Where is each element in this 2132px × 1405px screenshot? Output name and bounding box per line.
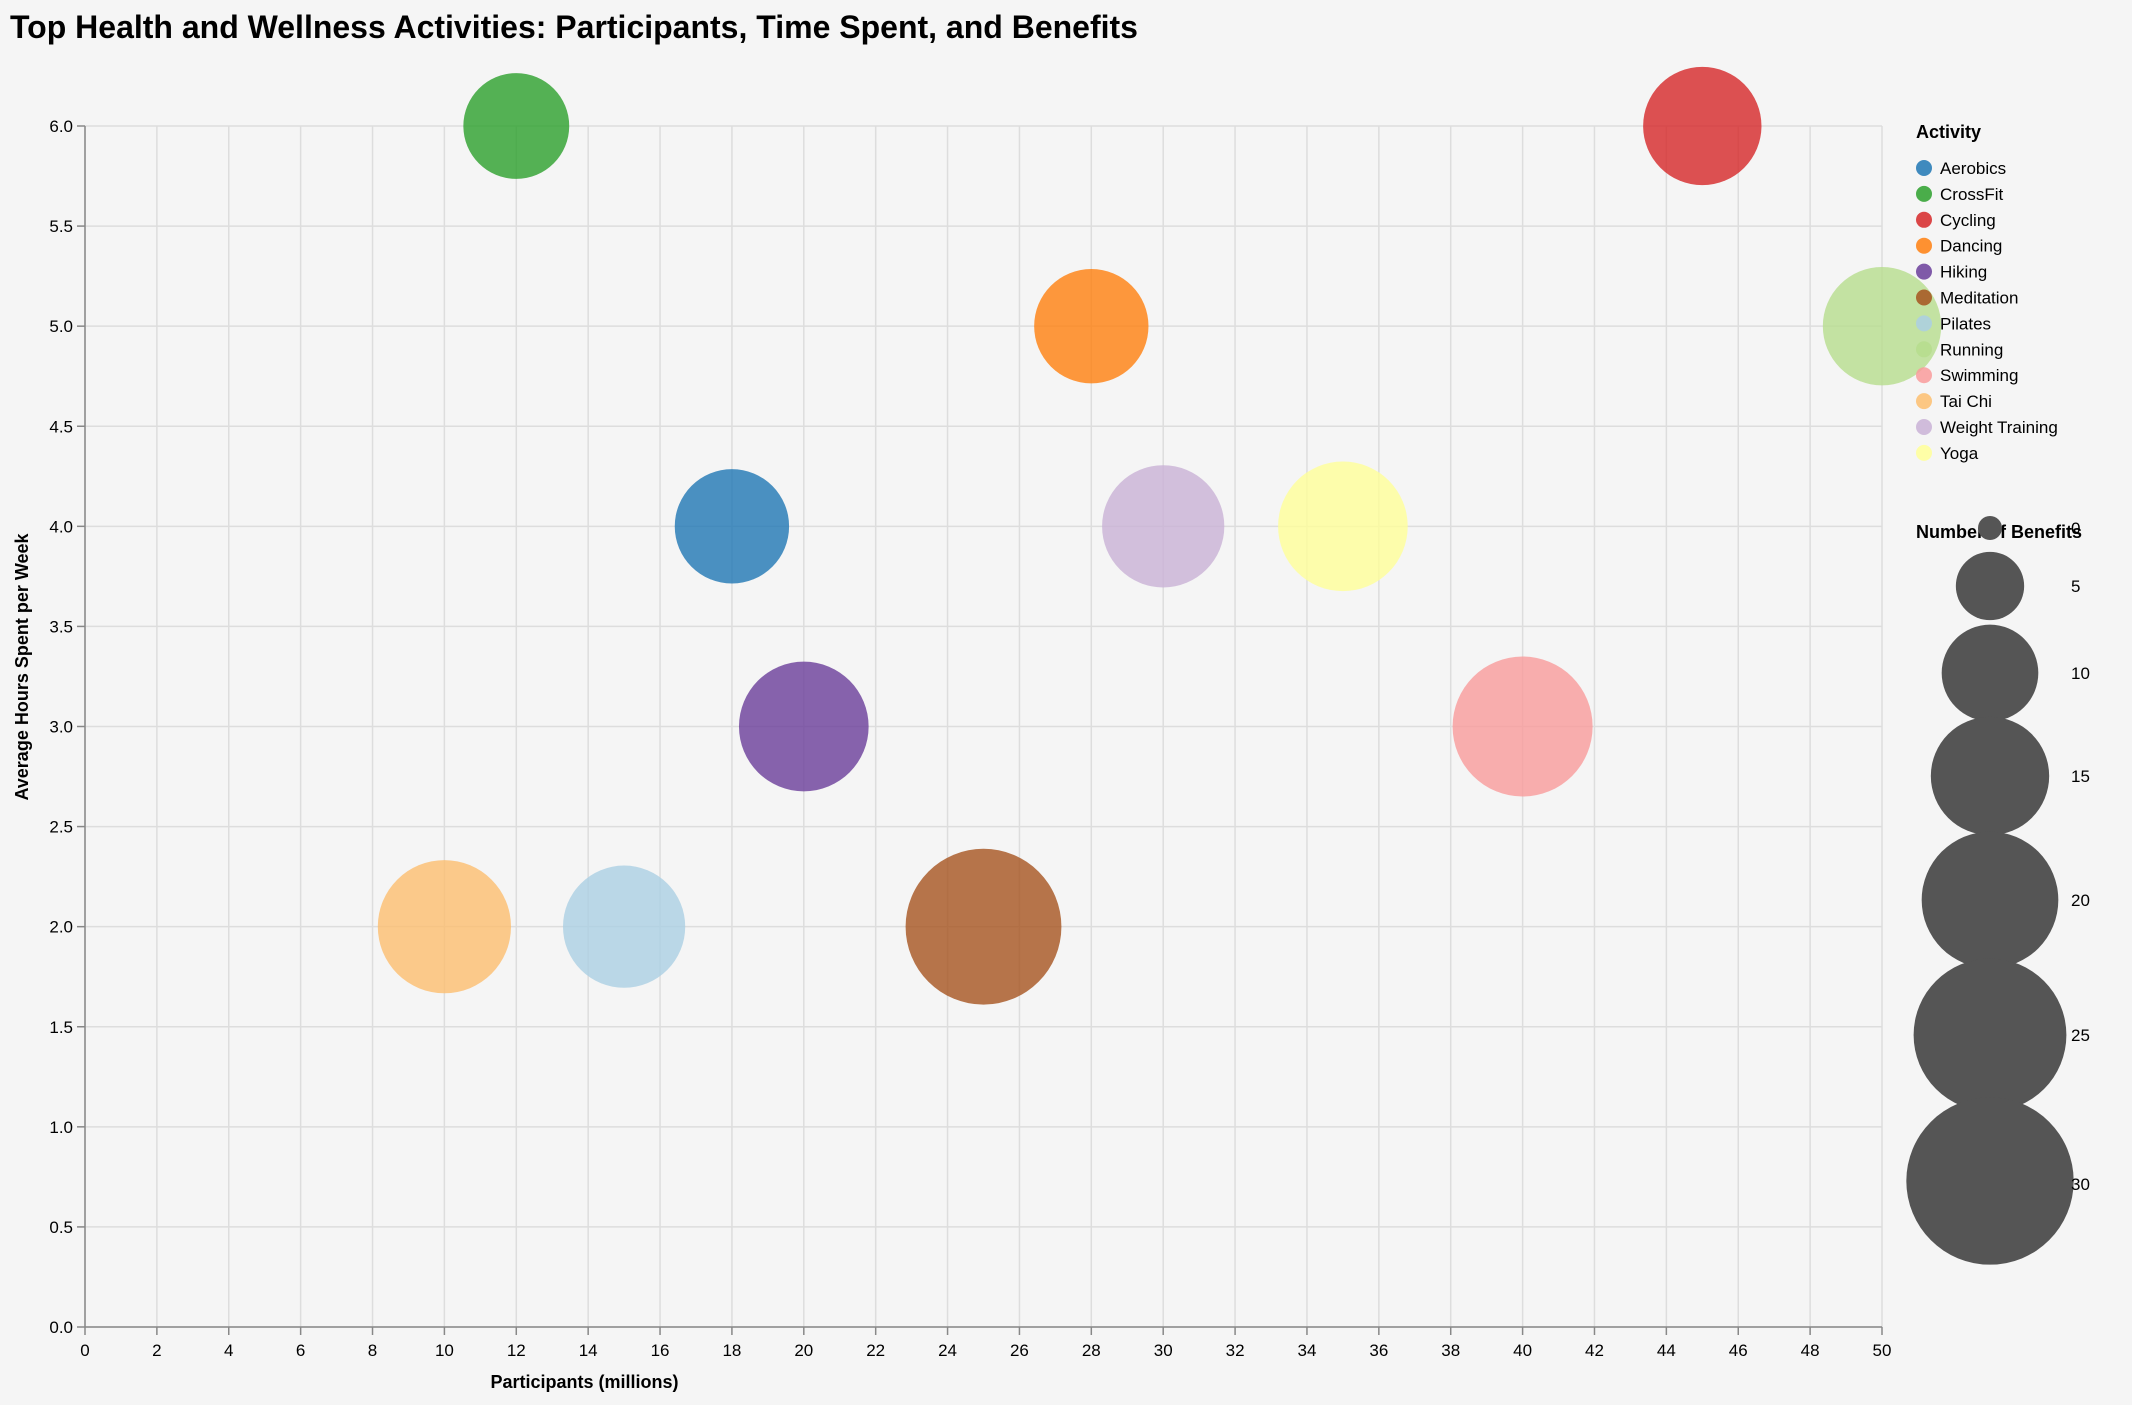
x-tick-label: 14 bbox=[579, 1341, 598, 1360]
y-tick-label: 0.0 bbox=[49, 1318, 73, 1337]
y-axis-label: Average Hours Spent per Week bbox=[12, 532, 32, 800]
x-tick-label: 6 bbox=[296, 1341, 305, 1360]
y-tick-label: 4.0 bbox=[49, 517, 73, 536]
size-legend-label: 0 bbox=[2071, 519, 2080, 538]
size-legend-label: 5 bbox=[2071, 577, 2080, 596]
size-legend-label: 20 bbox=[2071, 891, 2090, 910]
y-tick-label: 3.5 bbox=[49, 617, 73, 636]
size-legend-swatch bbox=[1913, 958, 2067, 1112]
grid bbox=[84, 125, 1883, 1328]
size-legend-label: 30 bbox=[2071, 1175, 2090, 1194]
size-legend-swatch bbox=[1906, 1097, 2074, 1265]
x-tick-label: 22 bbox=[866, 1341, 885, 1360]
legend-swatch bbox=[1916, 393, 1932, 410]
x-tick-label: 46 bbox=[1729, 1341, 1748, 1360]
x-tick-label: 28 bbox=[1082, 1341, 1101, 1360]
x-tick-label: 44 bbox=[1657, 1341, 1676, 1360]
size-legend-swatch bbox=[1978, 516, 2002, 540]
legend-swatch bbox=[1916, 419, 1932, 435]
x-tick-label: 10 bbox=[435, 1341, 454, 1360]
size-legend-label: 25 bbox=[2071, 1026, 2090, 1045]
legend-label: Swimming bbox=[1940, 366, 2018, 385]
bubble-meditation bbox=[905, 848, 1062, 1005]
x-tick-label: 8 bbox=[368, 1341, 377, 1360]
y-tick-label: 6.0 bbox=[49, 117, 73, 136]
x-tick-label: 34 bbox=[1297, 1341, 1316, 1360]
size-legend-label: 15 bbox=[2071, 767, 2090, 786]
bubble-swimming bbox=[1452, 656, 1593, 797]
x-tick-label: 40 bbox=[1513, 1341, 1532, 1360]
y-tick-label: 5.0 bbox=[49, 317, 73, 336]
x-tick-label: 16 bbox=[651, 1341, 670, 1360]
x-tick-label: 20 bbox=[794, 1341, 813, 1360]
y-tick-label: 4.5 bbox=[49, 417, 73, 436]
y-tick-label: 1.0 bbox=[49, 1118, 73, 1137]
x-tick-label: 42 bbox=[1585, 1341, 1604, 1360]
x-tick-label: 0 bbox=[80, 1341, 89, 1360]
bubble-yoga bbox=[1278, 461, 1408, 592]
legend-label: Yoga bbox=[1940, 444, 1979, 463]
x-tick-label: 48 bbox=[1801, 1341, 1820, 1360]
y-tick-label: 2.0 bbox=[49, 918, 73, 937]
y-tick-label: 2.5 bbox=[49, 818, 73, 837]
legend-label: Pilates bbox=[1940, 314, 1991, 333]
size-legend-swatch bbox=[1955, 551, 2025, 621]
legend-swatch bbox=[1916, 367, 1932, 384]
y-tick-label: 1.5 bbox=[49, 1018, 73, 1037]
x-tick-label: 12 bbox=[507, 1341, 526, 1360]
size-legend-label: 10 bbox=[2071, 664, 2090, 683]
axes: 0 2 4 6 8 10 12 14 16 18 20 22 24 26 28 30 32 34 36 38 40 42 4… bbox=[49, 117, 1891, 1360]
x-axis-label: Participants (millions) bbox=[490, 1372, 678, 1392]
x-tick-label: 18 bbox=[722, 1341, 741, 1360]
legend-label: Running bbox=[1940, 340, 2003, 359]
x-tick-label: 36 bbox=[1369, 1341, 1388, 1360]
bubble-dancing bbox=[1034, 269, 1149, 384]
y-tick-label: 5.5 bbox=[49, 217, 73, 236]
legend-label: Meditation bbox=[1940, 289, 2018, 308]
legend-label: Dancing bbox=[1940, 237, 2002, 256]
legend-swatch bbox=[1916, 341, 1932, 358]
bubble-aerobics bbox=[674, 469, 790, 584]
size-legend-swatch bbox=[1921, 831, 2059, 969]
x-tick-label: 24 bbox=[938, 1341, 957, 1360]
legend-label: Cycling bbox=[1940, 211, 1996, 230]
size-legend-swatch bbox=[1941, 624, 2039, 722]
x-tick-label: 30 bbox=[1154, 1341, 1173, 1360]
legend: Activity Aerobics CrossFit Cycling Dancing Hi… bbox=[1906, 122, 2090, 1265]
legend-label: Tai Chi bbox=[1940, 392, 1992, 411]
legend-label: Aerobics bbox=[1940, 159, 2006, 178]
bubbles bbox=[377, 66, 1942, 1005]
x-tick-label: 4 bbox=[224, 1341, 233, 1360]
legend-label: Hiking bbox=[1940, 263, 1987, 282]
bubble-crossfit bbox=[463, 73, 570, 179]
y-tick-label: 0.5 bbox=[49, 1218, 73, 1237]
legend-swatch bbox=[1916, 185, 1932, 202]
x-tick-label: 38 bbox=[1441, 1341, 1460, 1360]
legend-swatch bbox=[1916, 289, 1932, 306]
legend-swatch bbox=[1916, 315, 1932, 332]
x-tick-label: 26 bbox=[1010, 1341, 1029, 1360]
bubble-cycling bbox=[1643, 66, 1762, 186]
bubble-hiking bbox=[738, 661, 869, 792]
y-tick-label: 3.0 bbox=[49, 718, 73, 737]
legend-swatch bbox=[1916, 160, 1932, 176]
x-tick-label: 2 bbox=[152, 1341, 161, 1360]
x-tick-label: 50 bbox=[1873, 1341, 1892, 1360]
x-tick-label: 32 bbox=[1226, 1341, 1245, 1360]
bubble-pilates bbox=[562, 865, 686, 988]
bubble-tai-chi bbox=[377, 860, 511, 994]
legend-swatch bbox=[1916, 263, 1932, 280]
legend-swatch bbox=[1916, 237, 1932, 254]
size-legend-swatch bbox=[1930, 716, 2050, 836]
bubble-running bbox=[1822, 266, 1942, 386]
legend-swatch bbox=[1916, 444, 1932, 461]
chart-title: Top Health and Wellness Activities: Part… bbox=[10, 9, 1138, 45]
legend-label: CrossFit bbox=[1940, 185, 2004, 204]
bubble-weight-training bbox=[1102, 465, 1225, 588]
color-legend-title: Activity bbox=[1916, 122, 1981, 142]
legend-swatch bbox=[1916, 211, 1932, 228]
legend-label: Weight Training bbox=[1940, 418, 2058, 437]
